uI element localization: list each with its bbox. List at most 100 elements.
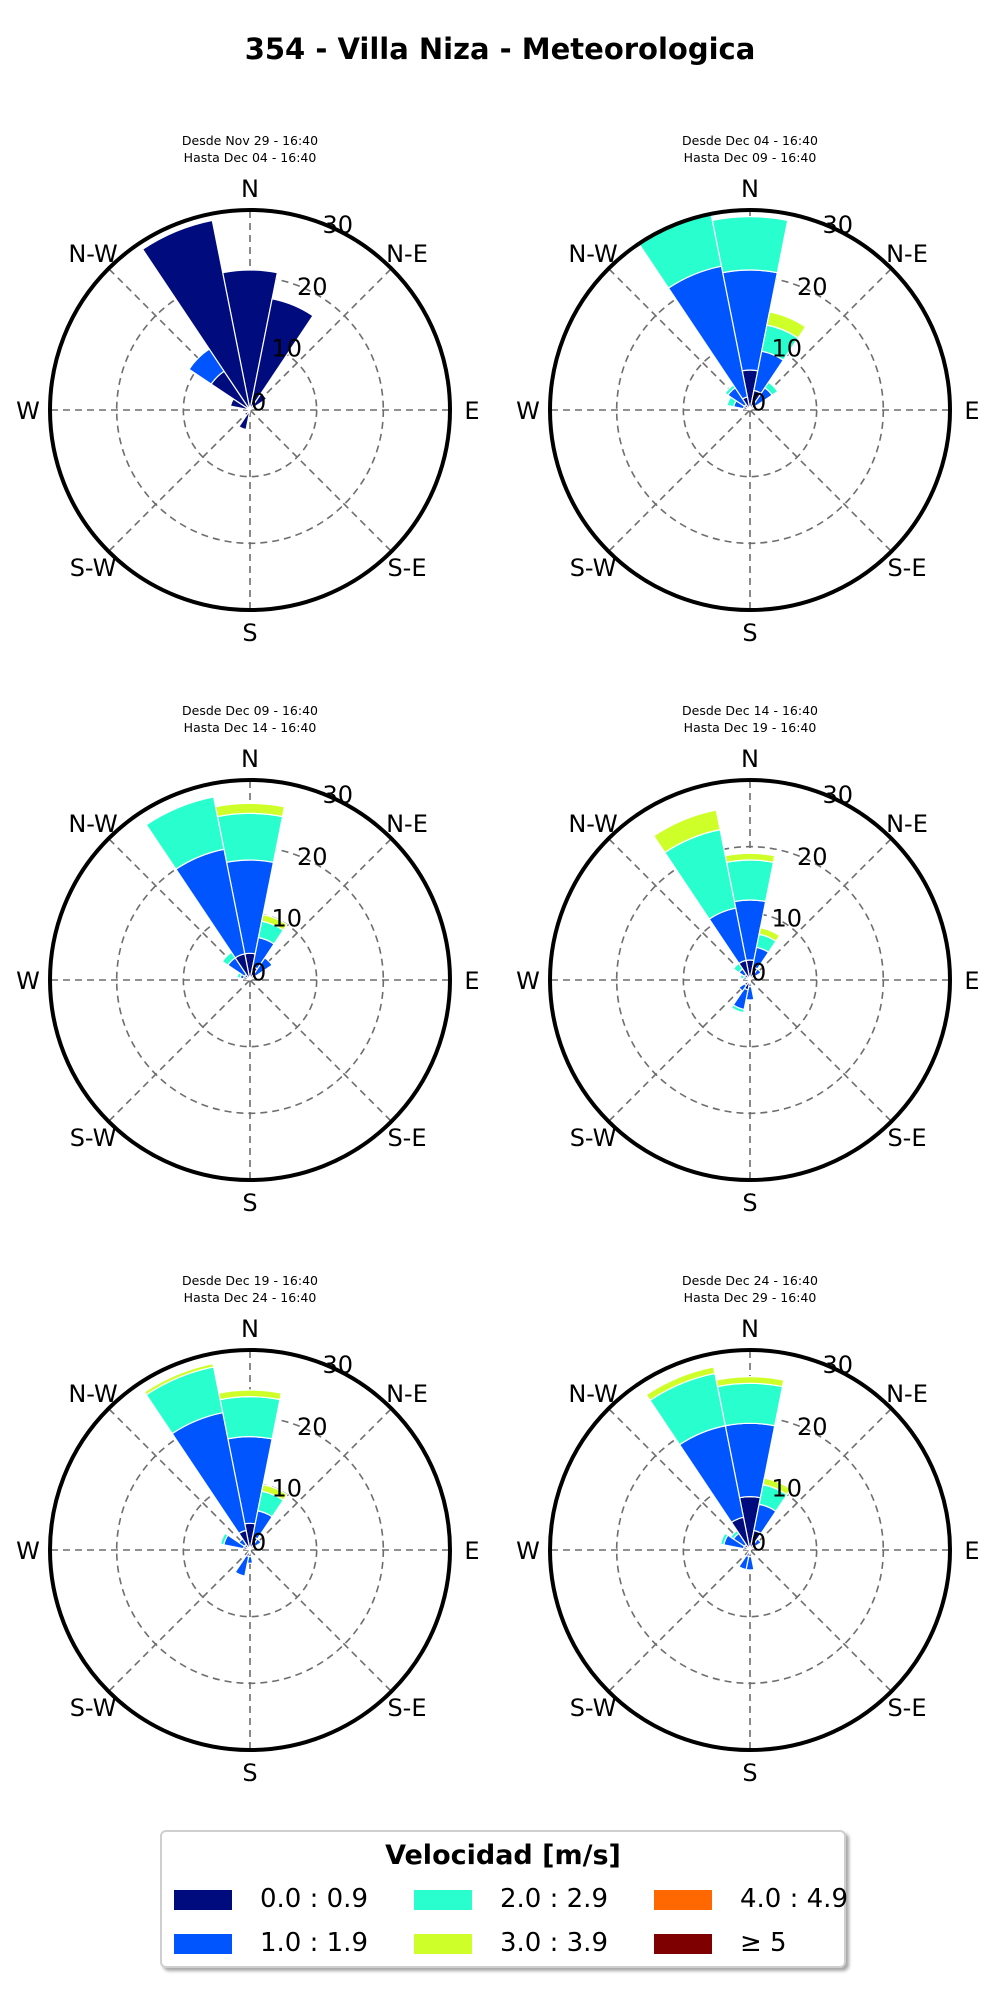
windrose-3-direction-label-6: S-W (70, 1124, 117, 1152)
windrose-5-radial-tick-10: 10 (272, 1474, 303, 1502)
windrose-3-direction-label-1: N (241, 745, 259, 773)
windrose-4-direction-label-6: S-W (570, 1124, 617, 1152)
windrose-5-outer-circle (48, 1348, 452, 1752)
windrose-1-direction-label-6: S-W (70, 554, 117, 582)
windrose-3-bar-dir-1-bin-3 (214, 802, 286, 818)
windrose-2-outer-circle (548, 208, 952, 612)
windrose-2: Desde Dec 04 - 16:40 Hasta Dec 09 - 16:40… (516, 133, 979, 647)
windrose-1-direction-label-8: N-W (68, 240, 117, 268)
legend-title: Velocidad [m/s] (385, 1840, 621, 1871)
windrose-6-direction-label-8: N-W (568, 1380, 617, 1408)
windrose-2-direction-label-5: S (742, 619, 757, 647)
windrose-5-radial-tick-20: 20 (297, 1413, 328, 1441)
windrose-2-title-line-2: Hasta Dec 09 - 16:40 (684, 150, 817, 165)
windrose-6-direction-label-3: E (964, 1537, 979, 1565)
windrose-5-bar-dir-1-bin-3 (218, 1389, 282, 1401)
windrose-1-direction-label-4: S-E (387, 554, 426, 582)
windrose-6-title-line-1: Desde Dec 24 - 16:40 (682, 1273, 818, 1288)
windrose-2-direction-label-7: W (516, 397, 540, 425)
windrose-3-spoke-8 (108, 838, 251, 981)
windrose-1-bar-dir-5-bin-0 (243, 409, 251, 417)
windrose-2-bar-dir-3-bin-2 (763, 381, 779, 397)
windrose-6-bar-dir-6-bin-2 (719, 1532, 729, 1546)
windrose-5-radial-tick-0: 0 (251, 1529, 266, 1557)
legend-label-speed-5: ≥ 5 (740, 1928, 787, 1958)
windrose-2-direction-label-4: S-E (887, 554, 926, 582)
windrose-1: Desde Nov 29 - 16:40 Hasta Dec 04 - 16:40… (16, 133, 479, 647)
windrose-3-radial-tick-30: 30 (323, 781, 354, 809)
windrose-5-direction-label-2: N-E (386, 1380, 428, 1408)
windrose-3-direction-label-5: S (242, 1189, 257, 1217)
windrose-3-direction-label-4: S-E (387, 1124, 426, 1152)
windrose-2-direction-label-1: N (741, 175, 759, 203)
windrose-6-spoke-8 (608, 1408, 751, 1551)
windrose-2-radial-tick-0: 0 (751, 389, 766, 417)
windrose-5-spoke-8 (108, 1408, 251, 1551)
windrose-5-direction-label-8: N-W (68, 1380, 117, 1408)
windrose-2-title-line-1: Desde Dec 04 - 16:40 (682, 133, 818, 148)
windrose-4-radial-tick-30: 30 (823, 781, 854, 809)
windrose-4-bar-dir-6-bin-1 (738, 982, 748, 992)
windrose-1-radial-tick-30: 30 (323, 211, 354, 239)
windrose-4-direction-label-2: N-E (886, 810, 928, 838)
windrose-5-title-line-1: Desde Dec 19 - 16:40 (182, 1273, 318, 1288)
windrose-6-bar-dir-1-bin-2 (716, 1382, 784, 1427)
windrose-4-spoke-2 (749, 838, 892, 981)
windrose-2-spoke-2 (749, 268, 892, 411)
legend-label-speed-2: 2.0 : 2.9 (500, 1884, 608, 1914)
windrose-5-direction-label-4: S-E (387, 1694, 426, 1722)
windrose-5-bar-dir-3-bin-1 (252, 1538, 262, 1548)
windrose-6-spoke-4 (749, 1549, 892, 1692)
windrose-5-direction-label-1: N (241, 1315, 259, 1343)
windrose-4-direction-label-8: N-W (568, 810, 617, 838)
windrose-4-title-line-1: Desde Dec 14 - 16:40 (682, 703, 818, 718)
windrose-4-bar-dir-3-bin-1 (752, 968, 762, 978)
windrose-5-bar-dir-6-bin-2 (219, 1532, 229, 1546)
windrose-4-spoke-8 (608, 838, 751, 981)
windrose-4-direction-label-5: S (742, 1189, 757, 1217)
legend-swatch-speed-1 (174, 1934, 232, 1954)
windrose-6-direction-label-5: S (742, 1759, 757, 1787)
windrose-4-radial-tick-20: 20 (797, 843, 828, 871)
windrose-1-direction-label-3: E (464, 397, 479, 425)
windrose-3-direction-label-8: N-W (68, 810, 117, 838)
legend-swatch-speed-2 (414, 1890, 472, 1910)
windrose-5-direction-label-3: E (464, 1537, 479, 1565)
windrose-2-direction-label-3: E (964, 397, 979, 425)
windrose-2-spoke-4 (749, 409, 892, 552)
legend-swatch-speed-4 (654, 1890, 712, 1910)
windrose-6-radial-tick-10: 10 (772, 1474, 803, 1502)
windrose-3-radial-tick-20: 20 (297, 843, 328, 871)
windrose-2-radial-tick-30: 30 (823, 211, 854, 239)
windrose-6-title-line-2: Hasta Dec 29 - 16:40 (684, 1290, 817, 1305)
windrose-4-radial-tick-10: 10 (772, 904, 803, 932)
windrose-1-spoke-4 (249, 409, 392, 552)
windrose-2-radial-tick-20: 20 (797, 273, 828, 301)
windrose-3-radial-tick-0: 0 (251, 959, 266, 987)
windrose-5-bar-dir-2-bin-3 (260, 1483, 288, 1501)
windrose-3-title-line-2: Hasta Dec 14 - 16:40 (184, 720, 317, 735)
windrose-1-outer-circle (48, 208, 452, 612)
legend-label-speed-3: 3.0 : 3.9 (500, 1928, 608, 1958)
windrose-1-direction-label-2: N-E (386, 240, 428, 268)
windrose-1-bar-dir-3-bin-0 (249, 392, 268, 411)
windrose-5-bar-dir-8-bin-3 (143, 1362, 215, 1396)
windrose-6-direction-label-7: W (516, 1537, 540, 1565)
windrose-4-outer-circle (548, 778, 952, 1182)
windrose-1-bar-dir-2-bin-0 (249, 298, 314, 411)
windrose-2-spoke-8 (608, 268, 751, 411)
windrose-4-direction-label-4: S-E (887, 1124, 926, 1152)
windrose-1-radial-tick-0: 0 (251, 389, 266, 417)
legend-swatch-speed-3 (414, 1934, 472, 1954)
windrose-5: Desde Dec 19 - 16:40 Hasta Dec 24 - 16:40… (16, 1273, 479, 1787)
windrose-4: Desde Dec 14 - 16:40 Hasta Dec 19 - 16:40… (516, 703, 979, 1217)
windrose-2-radial-tick-10: 10 (772, 334, 803, 362)
windrose-6-direction-label-4: S-E (887, 1694, 926, 1722)
windrose-1-title-line-2: Hasta Dec 04 - 16:40 (184, 150, 317, 165)
legend-label-speed-1: 1.0 : 1.9 (260, 1928, 368, 1958)
windrose-5-bar-dir-5-bin-1 (234, 1554, 250, 1577)
windrose-2-bar-dir-2-bin-3 (766, 311, 807, 339)
windrose-5-direction-label-5: S (242, 1759, 257, 1787)
windrose-5-bar-dir-1-bin-2 (219, 1396, 281, 1440)
windrose-6-outer-circle (548, 1348, 952, 1752)
